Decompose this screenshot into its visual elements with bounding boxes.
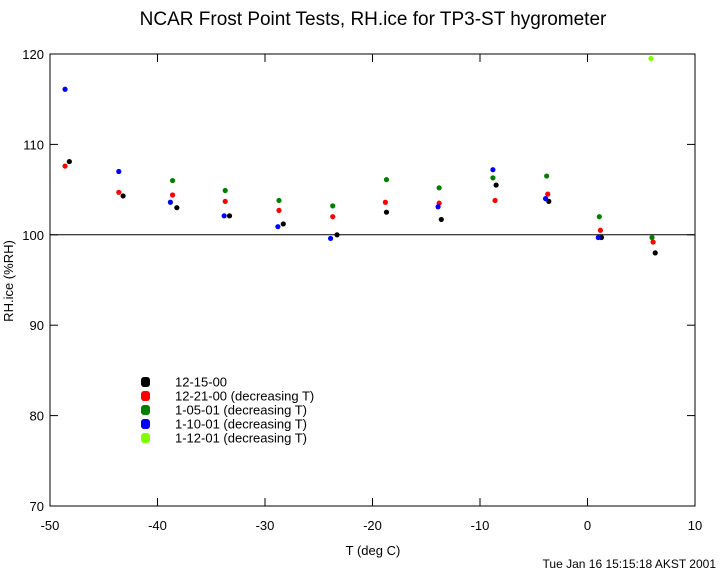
data-point-series-3 bbox=[544, 173, 550, 179]
data-point-series-3 bbox=[383, 177, 390, 183]
x-axis-label: T (deg C) bbox=[346, 543, 401, 558]
data-point-series-2 bbox=[330, 214, 336, 220]
x-tick-label: -40 bbox=[148, 518, 167, 533]
data-point-series-4 bbox=[490, 167, 496, 173]
data-point-series-3 bbox=[222, 187, 228, 194]
legend-marker bbox=[141, 419, 150, 429]
legend-label: 12-15-00 bbox=[175, 375, 227, 390]
x-tick-label: -50 bbox=[41, 518, 60, 533]
data-point-series-2 bbox=[597, 227, 604, 233]
data-point-series-4 bbox=[542, 196, 549, 202]
data-point-series-1 bbox=[66, 158, 72, 165]
data-point-series-1 bbox=[174, 205, 180, 211]
data-point-series-3 bbox=[276, 197, 282, 204]
timestamp-footer: Tue Jan 16 15:15:18 AKST 2001 bbox=[543, 557, 717, 571]
y-tick-label: 100 bbox=[22, 228, 44, 243]
data-point-series-2 bbox=[169, 192, 176, 198]
x-tick-label: 0 bbox=[584, 518, 591, 533]
data-point-series-4 bbox=[221, 213, 227, 219]
axis-ticks: -50 -40 -30 -20 -10 0 10 70 80 90 100 110 120 bbox=[22, 47, 702, 533]
legend-label: 12-21-00 (decreasing T) bbox=[175, 389, 314, 404]
legend-marker bbox=[141, 433, 150, 443]
data-point-series-1 bbox=[383, 209, 390, 215]
data-point-series-1 bbox=[280, 221, 286, 227]
data-point-series-1 bbox=[438, 216, 444, 223]
y-tick-label: 110 bbox=[23, 137, 44, 152]
x-tick-label: -10 bbox=[471, 518, 490, 533]
chart-title: NCAR Frost Point Tests, RH.ice for TP3-S… bbox=[140, 9, 607, 30]
data-point-series-3 bbox=[330, 203, 336, 209]
x-tick-label: 10 bbox=[688, 518, 702, 533]
data-point-series-1 bbox=[334, 232, 340, 238]
y-tick-label: 70 bbox=[30, 499, 44, 514]
data-point-series-4 bbox=[275, 224, 281, 230]
y-axis-label: RH.ice (%RH) bbox=[1, 240, 16, 322]
data-point-series-2 bbox=[222, 198, 228, 204]
data-points bbox=[62, 55, 658, 256]
legend-marker bbox=[141, 391, 150, 401]
data-point-series-3 bbox=[596, 214, 602, 220]
data-point-series-4 bbox=[435, 204, 441, 210]
data-point-series-3 bbox=[490, 175, 496, 181]
data-point-series-3 bbox=[649, 234, 655, 241]
data-point-series-2 bbox=[545, 191, 551, 197]
data-point-series-4 bbox=[167, 199, 173, 205]
data-point-series-4 bbox=[327, 235, 334, 242]
data-point-series-4 bbox=[62, 86, 68, 92]
data-point-series-1 bbox=[493, 182, 499, 188]
data-point-series-3 bbox=[436, 185, 442, 191]
y-tick-label: 80 bbox=[30, 409, 44, 424]
legend-marker bbox=[141, 405, 150, 415]
data-point-series-4 bbox=[116, 168, 122, 175]
x-tick-label: -20 bbox=[363, 518, 382, 533]
data-point-series-2 bbox=[492, 197, 498, 204]
legend-label: 1-12-01 (decreasing T) bbox=[175, 431, 307, 446]
data-point-series-2 bbox=[382, 199, 388, 205]
data-point-series-2 bbox=[650, 239, 656, 245]
data-point-series-1 bbox=[120, 193, 126, 199]
x-tick-label: -30 bbox=[256, 518, 275, 533]
data-point-series-3 bbox=[169, 177, 176, 184]
legend-marker bbox=[141, 377, 150, 387]
data-point-series-1 bbox=[652, 250, 658, 256]
data-point-series-2 bbox=[276, 207, 282, 213]
data-point-series-1 bbox=[226, 213, 233, 219]
data-point-series-2 bbox=[62, 163, 68, 169]
y-tick-label: 90 bbox=[30, 318, 44, 333]
legend-label: 1-10-01 (decreasing T) bbox=[175, 417, 307, 432]
data-point-series-4 bbox=[595, 234, 601, 241]
y-tick-label: 120 bbox=[22, 47, 44, 62]
data-point-series-5 bbox=[648, 55, 654, 62]
legend-label: 1-05-01 (decreasing T) bbox=[175, 403, 307, 418]
data-point-series-2 bbox=[116, 189, 122, 195]
